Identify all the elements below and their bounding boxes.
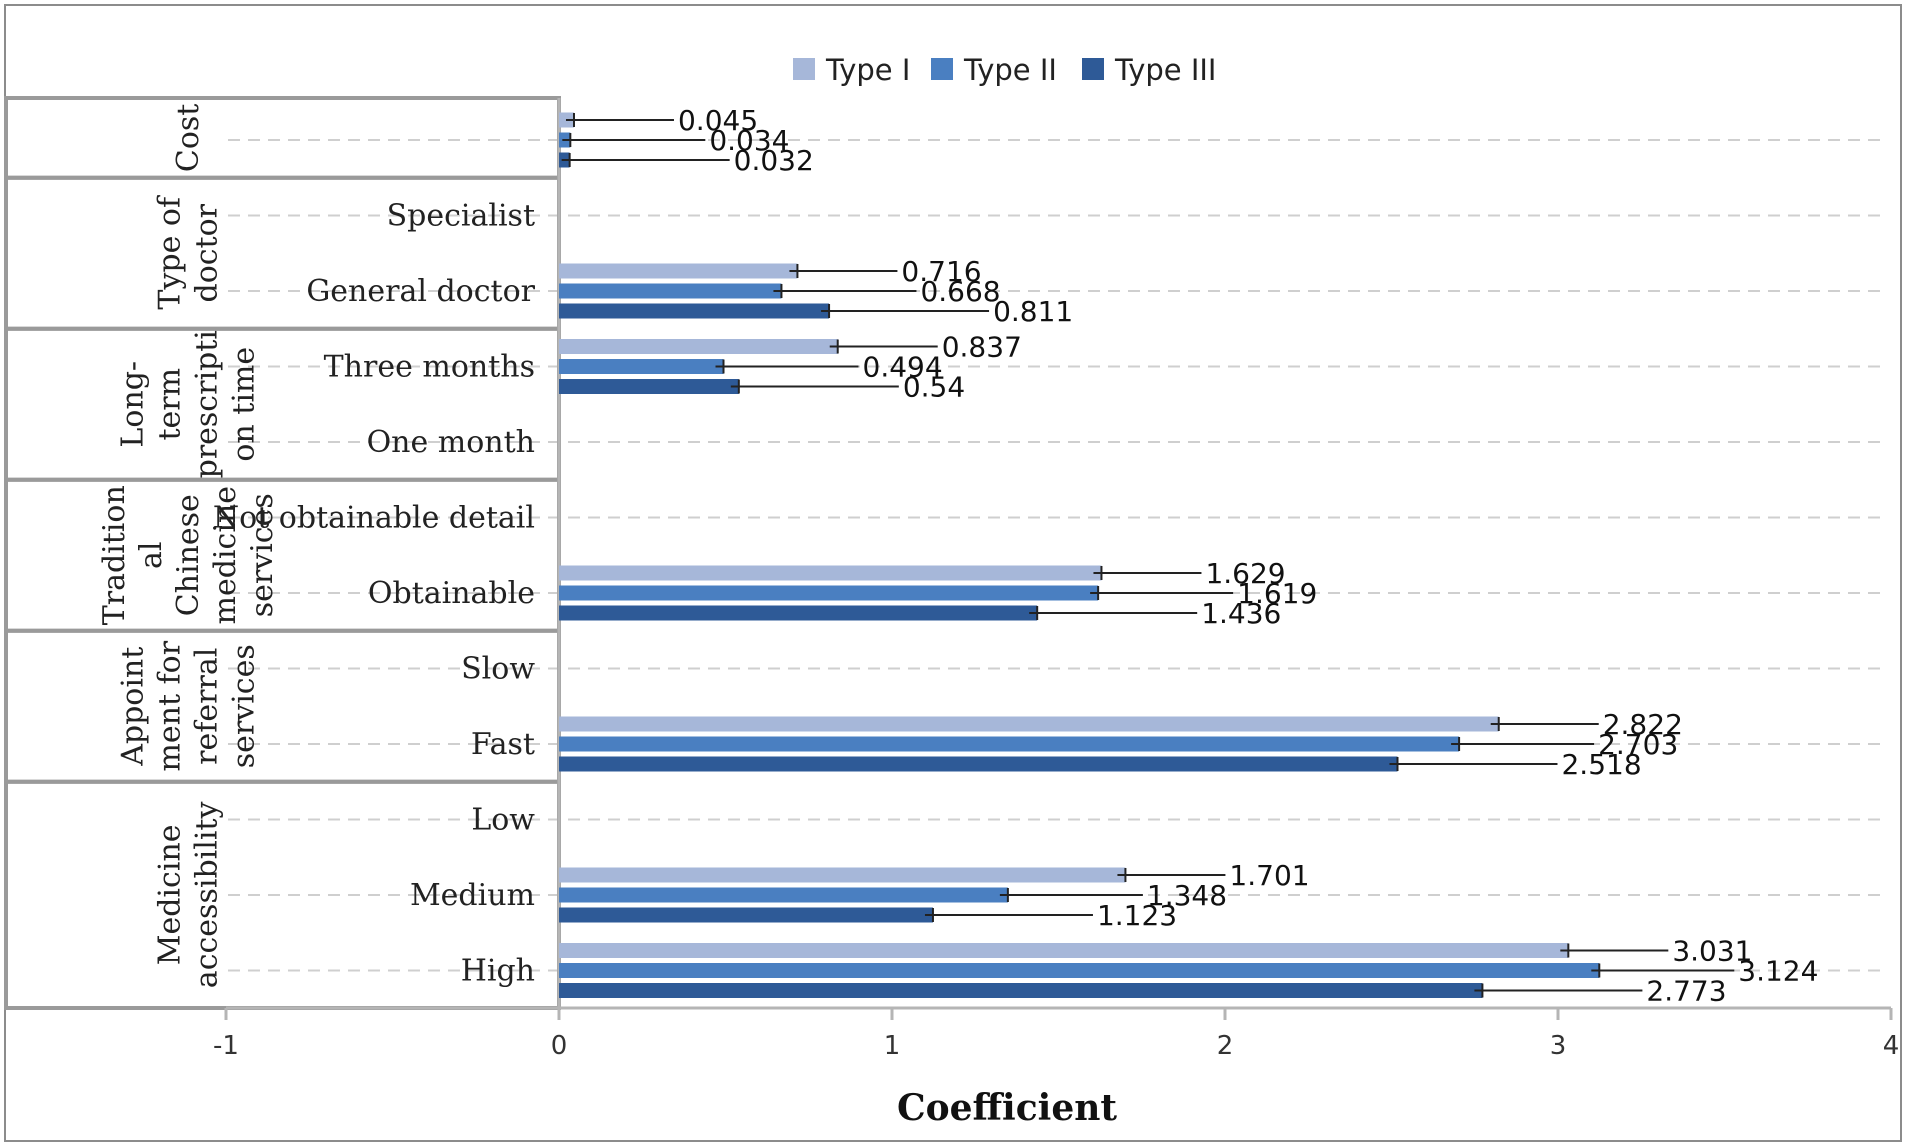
category-label: Not obtainable detail <box>213 501 535 536</box>
group-label: Tradition <box>97 485 132 625</box>
data-label: 0.032 <box>734 144 814 177</box>
group-label: Appoint <box>116 647 151 767</box>
data-label: 0.837 <box>942 331 1022 364</box>
group-label: on time <box>227 347 262 462</box>
group-label: Chinese <box>171 494 206 616</box>
data-label: 1.436 <box>1201 597 1281 630</box>
category-label: Medium <box>410 878 535 913</box>
data-label: 2.773 <box>1646 975 1726 1008</box>
bar-type-ii <box>559 963 1600 978</box>
bar-type-i <box>559 716 1499 732</box>
group-label: al <box>134 542 169 569</box>
legend-label: Type I <box>825 53 910 87</box>
x-tick-label: 3 <box>1550 1031 1567 1061</box>
data-label: 2.703 <box>1598 728 1678 761</box>
group-label: ment for <box>153 640 188 771</box>
category-label: Low <box>471 803 535 838</box>
data-label: 2.822 <box>1603 708 1683 741</box>
bar-type-i <box>559 867 1126 883</box>
category-label: Three months <box>324 350 535 385</box>
data-label: 1.348 <box>1147 879 1227 912</box>
group-label: referral <box>190 648 225 765</box>
group-label: doctor <box>190 203 225 302</box>
bar-type-iii <box>559 605 1038 621</box>
legend-label: Type III <box>1114 53 1217 87</box>
data-label: 0.668 <box>920 275 1000 308</box>
bar-type-ii <box>559 359 724 374</box>
data-label: 0.494 <box>863 351 943 384</box>
category-label: Slow <box>461 652 535 687</box>
x-tick-label: 0 <box>551 1031 568 1061</box>
category-label: One month <box>367 425 535 460</box>
category-label: General doctor <box>306 274 535 309</box>
group-label: Type of <box>153 195 188 310</box>
bar-type-i <box>559 943 1569 958</box>
data-label: 0.54 <box>903 371 965 404</box>
category-label: Obtainable <box>368 576 535 611</box>
data-label: 3.031 <box>1672 935 1752 968</box>
x-axis-title: Coefficient <box>897 1087 1117 1129</box>
bar-type-ii <box>559 887 1008 903</box>
bar-type-i <box>559 339 838 354</box>
bar-type-i <box>559 263 798 279</box>
bar-type-iii <box>559 983 1483 998</box>
bar-type-iii <box>559 379 739 394</box>
bar-type-ii <box>559 736 1460 752</box>
category-label: Fast <box>471 727 535 762</box>
legend-swatch <box>1082 58 1104 80</box>
data-label: 0.034 <box>709 124 789 157</box>
x-tick-label: 1 <box>884 1031 901 1061</box>
group-label: Cost <box>171 104 206 172</box>
x-tick-label: -1 <box>213 1031 239 1061</box>
bar-type-ii <box>559 585 1099 601</box>
bar-type-iii <box>559 756 1398 772</box>
group-label: services <box>227 644 262 768</box>
group-label: prescripti <box>190 330 225 478</box>
data-label: 1.629 <box>1205 557 1285 590</box>
data-label: 1.123 <box>1097 899 1177 932</box>
group-label: term <box>153 368 188 441</box>
x-tick-label: 2 <box>1217 1031 1234 1061</box>
group-label: Medicine <box>153 825 188 966</box>
group-label: medicine <box>208 486 243 624</box>
bar-type-iii <box>559 303 830 319</box>
bar-type-ii <box>559 283 782 299</box>
group-label: services <box>245 493 280 617</box>
legend-swatch <box>793 58 815 80</box>
legend-swatch <box>931 58 953 80</box>
x-tick-label: 4 <box>1883 1031 1900 1061</box>
data-label: 2.518 <box>1561 748 1641 781</box>
bar-type-iii <box>559 907 933 923</box>
data-label: 3.124 <box>1738 955 1818 988</box>
category-label: High <box>461 954 535 989</box>
data-label: 0.716 <box>901 255 981 288</box>
data-label: 1.701 <box>1229 859 1309 892</box>
data-label: 0.045 <box>678 104 758 137</box>
data-label: 1.619 <box>1237 577 1317 610</box>
legend-label: Type II <box>963 53 1057 87</box>
data-label: 0.811 <box>993 295 1073 328</box>
group-label: accessibility <box>190 802 225 989</box>
bar-type-i <box>559 565 1102 581</box>
group-label: Long- <box>116 361 151 448</box>
group-box <box>4 96 561 180</box>
category-label: Specialist <box>387 199 535 234</box>
